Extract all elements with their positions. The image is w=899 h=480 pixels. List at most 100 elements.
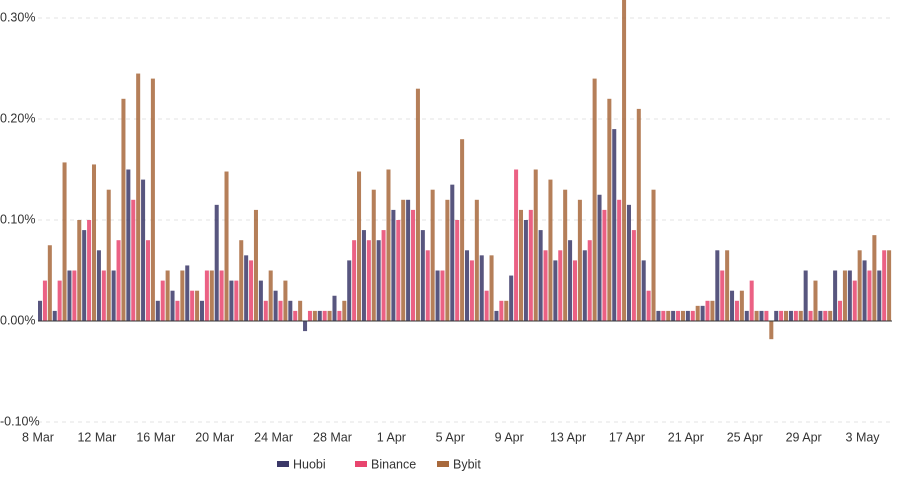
bar (887, 250, 892, 321)
legend-swatch (437, 461, 449, 467)
bar (474, 199, 479, 321)
bar (764, 310, 769, 321)
bar (651, 189, 656, 321)
x-tick-label: 8 Mar (22, 430, 54, 444)
bar (111, 270, 116, 321)
bar (361, 230, 366, 321)
bar (415, 88, 420, 321)
bar (469, 260, 474, 321)
bar (823, 310, 828, 321)
bar (592, 78, 597, 321)
bar (322, 310, 327, 321)
bar (715, 250, 720, 321)
bar (204, 270, 209, 321)
bar (847, 270, 852, 321)
bar (877, 270, 882, 321)
bar (411, 209, 416, 321)
bar (867, 270, 872, 321)
y-tick-label: 0.20% (0, 111, 35, 125)
bar (538, 230, 543, 321)
bar (465, 250, 470, 321)
bar (602, 209, 607, 321)
bar (332, 295, 337, 321)
bar (788, 310, 793, 321)
bar (312, 310, 317, 321)
bar (258, 280, 263, 321)
bar (337, 310, 342, 321)
y-tick-label: 0.10% (0, 212, 35, 226)
y-tick-label: -0.10% (0, 414, 40, 428)
bar (371, 189, 376, 321)
x-tick-label: 24 Mar (254, 430, 293, 444)
bar (857, 250, 862, 321)
bar (744, 310, 749, 321)
bar (283, 280, 288, 321)
bar (582, 250, 587, 321)
bar (754, 310, 759, 321)
legend-label: Huobi (293, 457, 326, 471)
bar (82, 230, 87, 321)
bar (597, 194, 602, 321)
y-tick-label: 0.30% (0, 10, 35, 24)
bar (440, 270, 445, 321)
bar (366, 240, 371, 321)
bar (180, 270, 185, 321)
bar (455, 220, 460, 321)
bar (185, 265, 190, 321)
bar (784, 310, 789, 321)
x-tick-label: 13 Apr (550, 430, 586, 444)
bar (499, 300, 504, 321)
bar (234, 280, 239, 321)
bar (749, 280, 754, 321)
bar (636, 108, 641, 322)
bar (357, 171, 362, 321)
bar (769, 321, 774, 340)
x-tick-label: 12 Mar (77, 430, 116, 444)
x-tick-label: 16 Mar (136, 430, 175, 444)
bar (72, 270, 77, 321)
y-tick-label: 0.00% (0, 313, 35, 327)
bar (435, 270, 440, 321)
bar (293, 310, 298, 321)
legend-swatch (277, 461, 289, 467)
bar (734, 300, 739, 321)
bar (518, 209, 524, 321)
bar (165, 270, 170, 321)
bar (852, 280, 857, 321)
bar (553, 260, 558, 321)
bar (720, 270, 725, 321)
bar (509, 275, 514, 321)
bar (425, 250, 430, 321)
x-tick-label: 5 Apr (436, 430, 465, 444)
bar (617, 199, 622, 321)
bar (774, 310, 779, 321)
x-tick-label: 20 Mar (195, 430, 234, 444)
bar (381, 230, 386, 321)
bar (504, 300, 509, 321)
bar (680, 310, 685, 321)
x-tick-label: 21 Apr (668, 430, 704, 444)
bar (690, 310, 695, 321)
bar (42, 280, 47, 321)
bar (430, 189, 435, 321)
bar (622, 0, 627, 322)
bar (347, 260, 352, 321)
bar (214, 204, 219, 321)
bar (808, 310, 813, 321)
bar (145, 240, 151, 321)
bar (190, 290, 195, 321)
bar (170, 290, 175, 321)
bar (489, 255, 494, 321)
x-tick-label: 28 Mar (313, 430, 352, 444)
bar (862, 260, 867, 321)
bar (646, 290, 651, 321)
bar (342, 300, 347, 321)
bar (607, 98, 612, 321)
bar (626, 204, 631, 321)
bar (666, 310, 671, 321)
bar (587, 240, 592, 321)
bar (175, 300, 180, 321)
bar (676, 310, 681, 321)
bar (239, 240, 244, 321)
bar (91, 164, 97, 321)
